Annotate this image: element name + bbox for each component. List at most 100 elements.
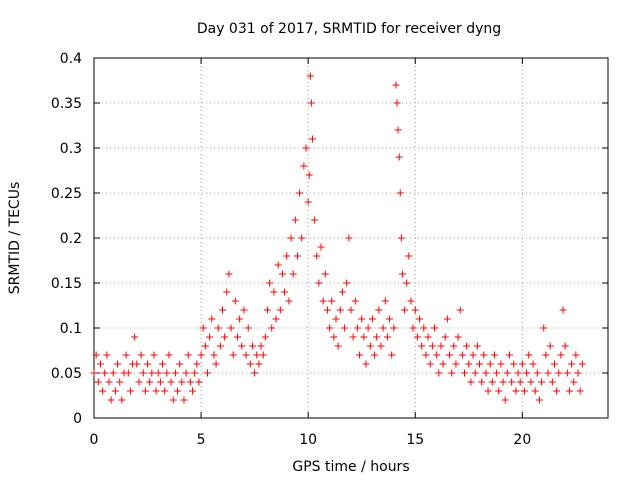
data-point xyxy=(259,351,267,359)
data-point xyxy=(381,297,389,305)
data-point xyxy=(144,360,152,368)
data-point xyxy=(473,342,481,350)
y-tick-label: 0.05 xyxy=(51,366,82,382)
data-point xyxy=(165,351,173,359)
data-point xyxy=(516,378,524,386)
data-point xyxy=(431,324,439,332)
data-point xyxy=(544,369,552,377)
data-point xyxy=(484,387,492,395)
data-point xyxy=(315,279,323,287)
data-point xyxy=(343,279,351,287)
data-point xyxy=(467,378,475,386)
data-point xyxy=(390,324,398,332)
data-point xyxy=(109,369,117,377)
y-tick-label: 0.25 xyxy=(51,186,82,202)
data-point xyxy=(542,351,550,359)
data-point xyxy=(368,315,376,323)
data-point xyxy=(478,378,486,386)
data-point xyxy=(313,252,321,260)
data-point xyxy=(420,324,428,332)
data-point xyxy=(393,99,401,107)
data-point xyxy=(538,378,546,386)
data-point xyxy=(191,369,199,377)
data-point xyxy=(424,333,432,341)
data-point xyxy=(283,252,291,260)
data-point xyxy=(501,396,509,404)
data-point xyxy=(540,324,548,332)
data-point xyxy=(527,378,535,386)
data-point xyxy=(366,342,374,350)
data-point xyxy=(570,378,578,386)
data-point xyxy=(223,288,231,296)
data-point xyxy=(139,369,147,377)
data-point xyxy=(471,369,479,377)
data-point xyxy=(403,279,411,287)
data-point xyxy=(306,72,314,80)
data-point xyxy=(557,351,565,359)
data-point xyxy=(383,333,391,341)
data-point xyxy=(291,216,299,224)
data-point xyxy=(96,360,104,368)
data-point xyxy=(559,306,567,314)
data-point xyxy=(398,270,406,278)
data-point xyxy=(351,297,359,305)
data-point xyxy=(450,342,458,350)
data-point xyxy=(174,387,182,395)
data-point xyxy=(463,342,471,350)
data-point xyxy=(439,360,447,368)
data-point xyxy=(448,369,456,377)
data-point xyxy=(308,135,316,143)
data-point xyxy=(238,342,246,350)
data-point xyxy=(362,360,370,368)
data-point xyxy=(488,378,496,386)
data-point xyxy=(233,333,241,341)
x-axis-title: GPS time / hours xyxy=(292,459,409,475)
data-point xyxy=(118,396,126,404)
data-point xyxy=(180,396,188,404)
data-point xyxy=(246,360,254,368)
data-point xyxy=(186,378,194,386)
data-point xyxy=(548,378,556,386)
data-point xyxy=(512,387,520,395)
data-point xyxy=(159,360,167,368)
data-point xyxy=(208,315,216,323)
data-point xyxy=(553,387,561,395)
data-point xyxy=(454,333,462,341)
data-point xyxy=(523,369,531,377)
data-point xyxy=(377,342,385,350)
data-point xyxy=(568,360,576,368)
data-point xyxy=(92,351,100,359)
data-point xyxy=(364,324,372,332)
data-point xyxy=(495,387,503,395)
data-point xyxy=(204,369,212,377)
data-point xyxy=(330,333,338,341)
data-point xyxy=(356,351,364,359)
data-point xyxy=(353,324,361,332)
data-point xyxy=(114,360,122,368)
data-point xyxy=(101,369,109,377)
data-point xyxy=(276,306,284,314)
y-tick-label: 0.35 xyxy=(51,96,82,112)
data-point xyxy=(321,270,329,278)
data-point xyxy=(405,252,413,260)
y-tick-label: 0.2 xyxy=(60,231,82,247)
data-point xyxy=(338,288,346,296)
data-point xyxy=(531,387,539,395)
data-point xyxy=(255,360,263,368)
data-point xyxy=(182,369,190,377)
data-point xyxy=(388,351,396,359)
data-point xyxy=(122,351,130,359)
data-point xyxy=(285,297,293,305)
data-point xyxy=(317,243,325,251)
data-point xyxy=(300,162,308,170)
data-point xyxy=(409,324,417,332)
x-tick-label: 0 xyxy=(90,432,99,448)
data-point xyxy=(458,351,466,359)
y-tick-label: 0 xyxy=(73,411,82,427)
data-point xyxy=(304,198,312,206)
data-point xyxy=(407,297,415,305)
data-point xyxy=(326,324,334,332)
data-point xyxy=(514,369,522,377)
data-point xyxy=(411,306,419,314)
data-point xyxy=(135,378,143,386)
